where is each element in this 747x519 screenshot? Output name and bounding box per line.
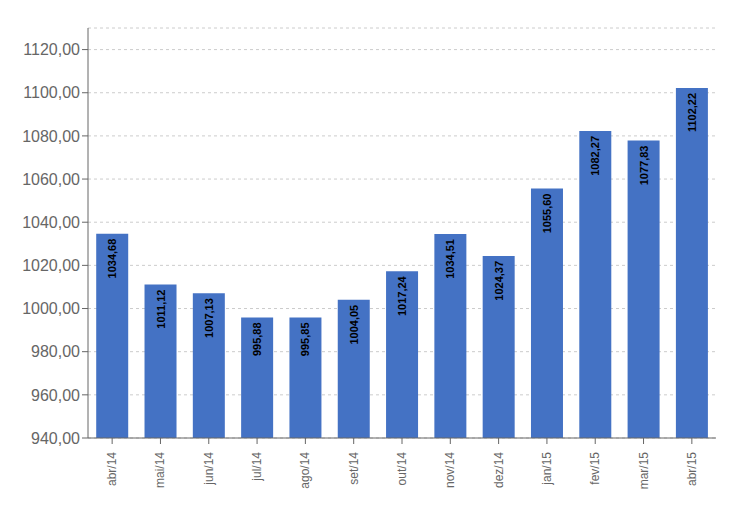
svg-text:1017,24: 1017,24 [396,275,408,316]
svg-text:1034,51: 1034,51 [444,239,456,279]
svg-text:1000,00: 1000,00 [22,300,80,317]
svg-text:jun/14: jun/14 [202,452,216,486]
svg-text:1024,37: 1024,37 [493,261,505,301]
svg-text:1080,00: 1080,00 [22,128,80,145]
svg-text:995,85: 995,85 [299,322,311,356]
svg-text:1040,00: 1040,00 [22,214,80,231]
svg-text:1077,83: 1077,83 [638,146,650,186]
svg-text:1011,12: 1011,12 [155,290,167,329]
svg-text:1034,68: 1034,68 [106,239,118,279]
svg-text:mar/15: mar/15 [637,452,651,490]
svg-text:abr/15: abr/15 [685,452,699,486]
svg-text:1082,27: 1082,27 [589,136,601,176]
svg-text:ago/14: ago/14 [298,452,312,489]
svg-text:nov/14: nov/14 [443,452,457,488]
svg-text:980,00: 980,00 [31,343,80,360]
svg-text:960,00: 960,00 [31,387,80,404]
svg-text:jan/15: jan/15 [540,452,554,486]
svg-text:set/14: set/14 [347,452,361,485]
svg-text:1120,00: 1120,00 [23,41,80,58]
svg-text:995,88: 995,88 [251,322,263,356]
svg-text:mai/14: mai/14 [153,452,167,488]
svg-text:1060,00: 1060,00 [22,171,80,188]
svg-text:940,00: 940,00 [31,430,80,447]
svg-text:fev/15: fev/15 [588,452,602,485]
svg-text:dez/14: dez/14 [492,452,506,488]
svg-text:jul/14: jul/14 [250,452,264,482]
svg-text:1100,00: 1100,00 [23,84,80,101]
svg-text:abr/14: abr/14 [105,452,119,486]
svg-text:1007,13: 1007,13 [203,298,215,338]
svg-text:1055,60: 1055,60 [541,194,553,234]
svg-text:out/14: out/14 [395,452,409,486]
svg-text:1020,00: 1020,00 [22,257,80,274]
svg-text:1102,22: 1102,22 [686,93,698,132]
svg-text:1004,05: 1004,05 [348,305,360,345]
